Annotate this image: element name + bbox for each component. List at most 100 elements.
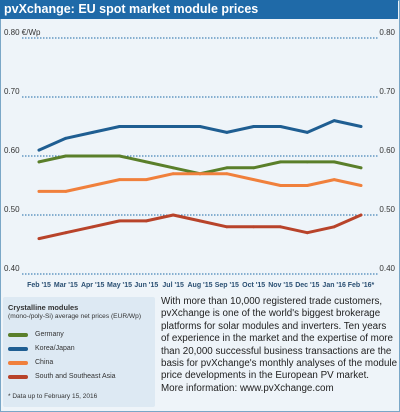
data-point [332, 178, 336, 182]
data-point [252, 178, 256, 182]
data-point [359, 166, 363, 170]
y-tick-label-left: 0.80 €/Wp [4, 28, 41, 37]
data-point [359, 213, 363, 217]
data-point [91, 184, 95, 187]
data-point [64, 231, 68, 235]
data-point [279, 184, 282, 187]
data-point [332, 160, 336, 164]
legend-footnote: * Data up to February 15, 2016 [8, 393, 98, 400]
x-tick-label: May '15 [107, 282, 132, 289]
chart-title: pvXchange: EU spot market module prices [0, 0, 398, 19]
data-point [118, 219, 121, 223]
x-tick-label: Oct '15 [242, 282, 265, 289]
data-point [144, 219, 148, 223]
x-tick-label: Nov '15 [268, 282, 293, 289]
data-point [225, 131, 229, 134]
data-point [252, 225, 256, 229]
x-tick-label: Jul '15 [162, 282, 184, 289]
legend-swatch [8, 361, 28, 365]
x-tick-label: Apr '15 [81, 282, 105, 289]
data-point [279, 225, 282, 229]
line-chart: 0.40 0.40 0.50 0.50 0.60 0.60 0.70 0.70 0.80 €/W… [4, 28, 396, 289]
data-point [305, 131, 309, 134]
info-line: basis for pvXchange's monthly analyses o… [161, 358, 398, 370]
legend-subheading: (mono-/poly-Si) average net prices (EUR/… [8, 313, 142, 320]
plot-area: 0.40 0.40 0.50 0.50 0.60 0.60 0.70 0.70 0.80 €/W… [0, 20, 398, 295]
data-point [91, 225, 95, 229]
data-point [359, 184, 363, 187]
info-text: With more than 10,000 registered trade c… [161, 296, 397, 395]
legend-label: South and Southeast Asia [35, 373, 116, 380]
data-point [91, 154, 95, 158]
data-point [332, 225, 336, 229]
x-tick-label: Dec '15 [295, 282, 319, 289]
data-point [252, 166, 256, 170]
info-line: platforms for solar modules and inverter… [161, 320, 387, 332]
data-point [37, 160, 41, 164]
data-point [332, 119, 336, 122]
legend-heading: Crystalline modules [8, 303, 79, 312]
legend-swatch [8, 347, 28, 351]
x-tick-label: Jun '15 [134, 282, 158, 289]
series-line [37, 119, 363, 152]
y-tick-label-right: 0.80 [379, 28, 395, 37]
data-point [279, 160, 282, 164]
legend: Crystalline modules (mono-/poly-Si) aver… [3, 297, 155, 407]
data-point [225, 172, 229, 176]
y-tick-label-left: 0.50 [4, 205, 20, 214]
data-point [305, 231, 309, 235]
data-point [171, 172, 175, 176]
y-tick-label-right: 0.40 [379, 264, 395, 273]
data-point [171, 125, 175, 128]
legend-label: China [35, 359, 54, 366]
series-line [37, 172, 363, 193]
x-tick-label: Sep '15 [215, 282, 239, 289]
data-point [64, 154, 68, 158]
data-point [279, 125, 282, 128]
data-point [198, 172, 202, 176]
data-point [64, 190, 68, 193]
legend-label: Germany [35, 331, 64, 338]
data-point [198, 125, 202, 128]
x-tick-label: Aug '15 [187, 282, 212, 289]
data-point [305, 184, 309, 187]
series-line [37, 213, 363, 241]
data-point [198, 219, 202, 223]
legend-swatch [8, 375, 28, 379]
legend-swatch [8, 333, 28, 337]
data-point [305, 160, 309, 164]
data-point [171, 213, 175, 217]
data-point [37, 237, 41, 241]
data-point [91, 131, 95, 134]
x-tick-label: Feb '16* [348, 282, 375, 289]
data-point [118, 178, 121, 182]
data-point [225, 166, 229, 170]
info-line: More information: www.pvXchange.com [161, 382, 334, 394]
data-point [144, 178, 148, 182]
info-line: pvXchange is one of the world's biggest … [161, 308, 381, 320]
x-tick-label: Feb '15 [27, 282, 51, 289]
info-line: of experience in the market and the expe… [161, 333, 393, 345]
y-tick-label-left: 0.40 [4, 264, 20, 273]
x-tick-label: Jan '16 [322, 282, 346, 289]
data-point [144, 125, 148, 128]
data-point [171, 166, 175, 170]
data-point [359, 125, 363, 128]
y-tick-label-left: 0.70 [4, 87, 20, 96]
legend-label: Korea/Japan [35, 345, 75, 352]
info-line: than 20,000 successful business transact… [161, 345, 392, 357]
y-tick-label-right: 0.50 [379, 205, 395, 214]
x-tick-label: Mar '15 [54, 282, 78, 289]
y-tick-label-right: 0.70 [379, 87, 395, 96]
data-point [225, 225, 229, 229]
info-line: price developments in the European PV ma… [161, 370, 370, 382]
series-line [37, 154, 363, 176]
info-line: With more than 10,000 registered trade c… [161, 296, 383, 307]
y-tick-label-left: 0.60 [4, 146, 20, 155]
data-point [144, 160, 148, 164]
data-point [37, 190, 41, 193]
data-point [118, 125, 121, 128]
data-point [37, 148, 41, 152]
data-point [252, 125, 256, 128]
data-point [118, 154, 121, 158]
